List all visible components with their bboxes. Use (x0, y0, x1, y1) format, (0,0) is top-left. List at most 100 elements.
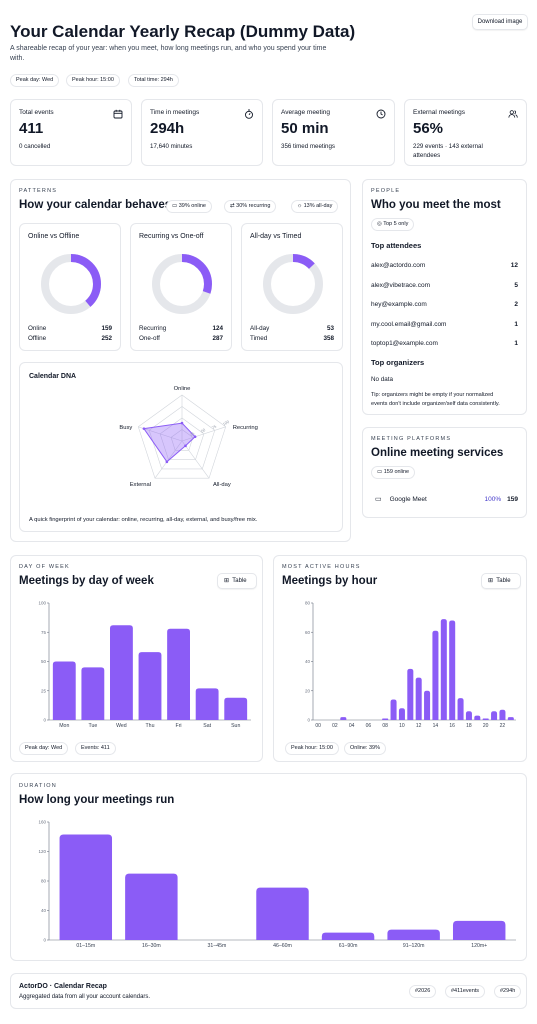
bar (432, 630, 439, 720)
all-day-pill-label: 13% all-day (303, 203, 333, 209)
x-tick-label: 20 (483, 723, 489, 729)
bar (195, 688, 219, 720)
platform-count: 159 (507, 495, 518, 503)
donut-card-all-day: All-day vs Timed All-day 53 Timed 358 (241, 223, 343, 351)
radar-axis-line (138, 426, 183, 442)
x-tick-label: 08 (382, 723, 388, 729)
duration-eyebrow: DURATION (19, 783, 57, 789)
y-tick-label: 80 (305, 601, 311, 606)
donut-row-value: 124 (212, 325, 223, 332)
online-pill: ▭ 39% online (166, 200, 212, 213)
bar (415, 677, 422, 720)
x-tick-label: 04 (349, 723, 355, 729)
attendee-count: 12 (510, 262, 518, 269)
stat-value: 56% (413, 120, 444, 137)
y-tick-label: 100 (38, 601, 46, 606)
x-tick-label: 18 (466, 723, 472, 729)
top-attendees-title: Top attendees (371, 241, 422, 250)
radar-grid-ring (137, 394, 227, 479)
donut-chart-online (41, 254, 101, 314)
donut-arc (152, 254, 212, 314)
y-tick-label: 75 (41, 630, 47, 635)
bar (167, 628, 190, 720)
radar-ring-label: 50 (200, 427, 207, 434)
footer-card: ActorDO · Calendar Recap Aggregated data… (10, 973, 527, 1009)
footer-tag-hours: #294h (494, 985, 522, 998)
dow-table-button[interactable]: ⊞ Table (217, 573, 257, 589)
radar-axis-label: Online (174, 386, 191, 392)
attendee-count: 1 (514, 320, 518, 328)
x-tick-label: 00 (315, 723, 321, 729)
stat-sub: 229 events · 143 external attendees (413, 142, 483, 160)
table-button-label: Table (496, 578, 511, 584)
people-title: Who you meet the most (371, 199, 501, 211)
clock-icon (376, 109, 386, 119)
x-tick-label: 46–60m (273, 943, 292, 949)
radar-shape (143, 422, 196, 463)
radar-ring-label: 75 (211, 423, 218, 430)
x-tick-label: 14 (433, 723, 439, 729)
day-of-week-card: DAY OF WEEK Meetings by day of week ⊞ Ta… (10, 555, 263, 762)
calendar-dna-card: Calendar DNA Online Recurring All-day Exter… (19, 362, 343, 532)
dow-bar-chart: 0 25 50 75 100 Mon Tue Wed Thu Fri Sat Sun (38, 601, 251, 729)
calendar-dna-title: Calendar DNA (29, 373, 77, 380)
x-tick-label: Sat (203, 723, 211, 729)
page-title: Your Calendar Yearly Recap (Dummy Data) (10, 22, 356, 41)
donut-row-value: 287 (212, 335, 223, 342)
y-tick-label: 0 (43, 718, 46, 723)
hours-bar-chart: 0 20 40 60 80 00 02 04 06 08 10 12 14 16 18 20 22 (305, 601, 516, 729)
bar (321, 932, 375, 940)
stat-label: Average meeting (281, 109, 331, 116)
donut-arc (263, 254, 323, 314)
donut-row-value: 252 (101, 335, 112, 342)
radar-axis-label: Busy (119, 425, 132, 431)
bar (256, 887, 309, 940)
donut-chart-recurring (152, 254, 212, 314)
radar-grid-ring (159, 417, 205, 460)
dow-title: Meetings by day of week (19, 575, 154, 587)
duration-bar-chart: 0 40 80 120 160 01–15m 16–30m 31–45m 46–60m 61–90… (38, 820, 516, 949)
hours-title: Meetings by hour (282, 575, 378, 587)
x-tick-label: 22 (500, 723, 506, 729)
x-tick-label: Wed (116, 723, 127, 729)
dow-peak-pill: Peak day: Wed (19, 742, 69, 755)
platforms-card: MEETING PLATFORMS Online meeting service… (362, 427, 527, 518)
hours-eyebrow: MOST ACTIVE HOURS (282, 564, 361, 570)
bar (491, 711, 498, 720)
radar-point (184, 444, 187, 448)
all-day-pill: ☼ 13% all-day (291, 200, 339, 213)
download-image-button[interactable]: Download image (472, 14, 528, 30)
recurring-pill: ⇄ 30% recurring (224, 200, 277, 213)
attendee-email: alex@vibetrace.com (371, 281, 430, 289)
donut-arc (41, 254, 101, 314)
donut-row: Offline 252 (28, 335, 112, 342)
radar-ring-label: 25 (189, 430, 196, 437)
stat-sub: 0 cancelled (19, 143, 51, 150)
radar-axis-line (181, 440, 210, 479)
patterns-title: How your calendar behaves (19, 199, 172, 211)
attendee-count: 2 (514, 301, 518, 308)
radar-axis-label: External (130, 482, 151, 488)
duration-card: DURATION How long your meetings run 0 40 8… (10, 773, 527, 961)
online-pill-label: 39% online (178, 203, 206, 209)
organizers-tip: Tip: organizers might be empty if your n… (371, 391, 500, 408)
radar-axis-label: Recurring (233, 425, 258, 431)
calendar-dna-caption: A quick fingerprint of your calendar: on… (29, 517, 258, 523)
hours-table-button[interactable]: ⊞ Table (481, 573, 521, 589)
organizers-empty: No data (371, 376, 394, 383)
radar-ring-label: 100 (222, 419, 231, 427)
footer-tag-events: #411events (445, 985, 486, 998)
platforms-eyebrow: MEETING PLATFORMS (371, 436, 452, 442)
bar (390, 699, 397, 720)
table-icon: ⊞ (224, 578, 230, 584)
y-tick-label: 20 (305, 688, 311, 693)
dow-eyebrow: DAY OF WEEK (19, 564, 70, 570)
recurring-pill-label: 30% recurring (236, 203, 271, 209)
donut-card-recurring: Recurring vs One-off Recurring 124 One-of… (130, 223, 232, 351)
total-time-pill: Total time: 294h (128, 74, 179, 87)
bar (449, 620, 456, 720)
y-tick-label: 60 (305, 630, 311, 635)
attendee-email: my.cool.email@gmail.com (371, 320, 447, 328)
bar (440, 619, 447, 720)
bar (507, 717, 514, 720)
